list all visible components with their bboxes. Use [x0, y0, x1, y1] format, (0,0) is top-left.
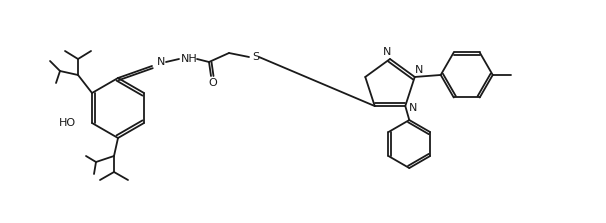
- Text: N: N: [157, 57, 165, 67]
- Text: O: O: [208, 78, 217, 88]
- Text: N: N: [415, 65, 423, 75]
- Text: S: S: [253, 52, 259, 62]
- Text: N: N: [409, 103, 418, 113]
- Text: N: N: [383, 47, 391, 57]
- Text: HO: HO: [59, 118, 76, 128]
- Text: NH: NH: [181, 54, 198, 64]
